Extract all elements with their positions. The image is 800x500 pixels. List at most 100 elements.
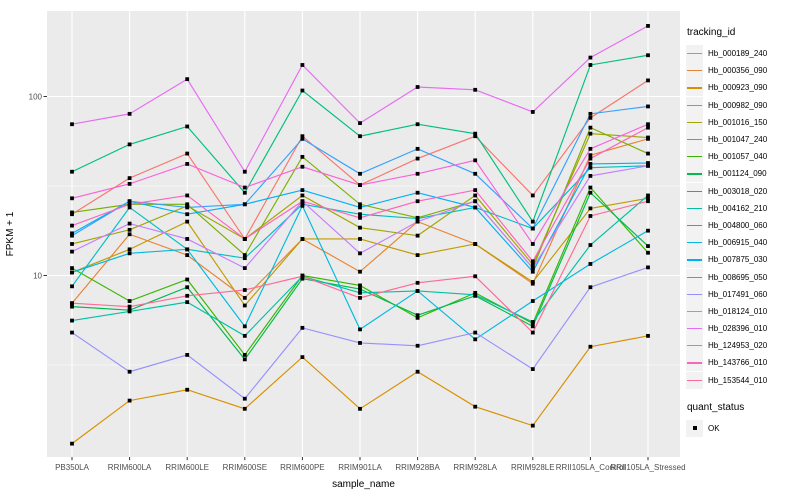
data-point: [358, 205, 362, 210]
data-point: [70, 122, 74, 127]
legend-key-swatch: [686, 216, 703, 234]
data-point: [415, 233, 420, 238]
legend-key-swatch: [686, 62, 703, 80]
data-point: [473, 274, 478, 279]
data-point: [646, 265, 650, 270]
series-color-line-icon: [687, 259, 702, 261]
data-point: [185, 212, 190, 217]
x-tick-label: RRIM600PE: [280, 463, 324, 472]
legend-key-swatch: [686, 285, 703, 303]
legend-item-label: Hb_153544_010: [708, 375, 768, 385]
legend-item-label: Hb_003018_020: [708, 186, 768, 196]
data-point: [473, 330, 478, 335]
data-point: [70, 249, 74, 254]
data-point: [242, 295, 247, 300]
data-point: [588, 190, 593, 195]
data-point: [127, 299, 132, 303]
data-point: [300, 134, 305, 139]
data-point: [127, 247, 132, 252]
data-point: [127, 199, 132, 204]
data-point: [415, 146, 420, 151]
legend-item-Hb_000356_090: Hb_000356_090: [686, 62, 798, 80]
data-point: [646, 193, 650, 198]
data-point: [300, 154, 305, 159]
data-point: [646, 250, 650, 255]
data-point: [300, 237, 305, 241]
data-point: [300, 325, 305, 330]
data-point: [415, 216, 420, 221]
data-point: [530, 299, 535, 303]
data-point: [646, 104, 650, 109]
data-point: [588, 125, 593, 130]
data-point: [70, 330, 74, 335]
tracking-id-legend-entries: Hb_000189_240 Hb_000356_090 Hb_000923_090 H…: [686, 45, 798, 389]
data-point: [127, 232, 132, 237]
data-point: [530, 259, 535, 264]
x-tick-label: RRIM600SE: [223, 463, 267, 472]
data-point: [242, 237, 247, 241]
data-point: [185, 247, 190, 252]
data-point: [358, 171, 362, 176]
data-point: [473, 158, 478, 163]
data-point: [415, 190, 420, 195]
legend-item-Hb_018124_010: Hb_018124_010: [686, 302, 798, 320]
data-point: [415, 315, 420, 320]
x-tick-label: RRII105LA_Stressed: [610, 463, 685, 472]
data-point: [588, 111, 593, 116]
data-point: [300, 164, 305, 169]
data-point: [242, 357, 247, 362]
data-point: [127, 202, 132, 207]
series-color-line-icon: [687, 207, 702, 209]
legend-key-swatch: [686, 354, 703, 372]
legend-item-Hb_028396_010: Hb_028396_010: [686, 320, 798, 338]
data-point: [127, 251, 132, 256]
series-color-line-icon: [687, 53, 702, 55]
data-point: [530, 330, 535, 335]
data-point: [530, 110, 535, 114]
data-point: [242, 324, 247, 329]
data-point: [185, 162, 190, 166]
data-point: [415, 289, 420, 293]
data-point: [70, 270, 74, 275]
data-point: [300, 88, 305, 93]
data-point: [588, 285, 593, 290]
legend-key-swatch: [686, 234, 703, 252]
series-color-line-icon: [687, 104, 702, 106]
series-color-line-icon: [687, 328, 702, 330]
data-point: [127, 304, 132, 309]
data-point: [127, 369, 132, 374]
data-point: [185, 124, 190, 129]
data-point: [588, 206, 593, 211]
data-point: [300, 63, 305, 67]
legend-item-Hb_001016_150: Hb_001016_150: [686, 113, 798, 131]
data-point: [242, 288, 247, 292]
x-tick-label: RRIM928LE: [511, 463, 555, 472]
legend-key-swatch: [686, 371, 703, 389]
data-point: [588, 115, 593, 120]
data-point: [242, 333, 247, 338]
data-point: [185, 293, 190, 298]
data-point: [646, 161, 650, 165]
y-tick-label: 100: [29, 92, 43, 101]
series-color-line-icon: [687, 87, 702, 89]
legend-item-Hb_003018_020: Hb_003018_020: [686, 182, 798, 200]
legend-item-label: Hb_028396_010: [708, 324, 768, 334]
data-point: [588, 153, 593, 158]
legend-item-quant-OK: OK: [686, 419, 798, 437]
data-point: [646, 122, 650, 127]
legend-key-swatch: [686, 165, 703, 183]
data-point: [127, 227, 132, 232]
quant-status-legend-entries: OK: [686, 419, 798, 437]
x-tick-label: RRIM600LA: [108, 463, 152, 472]
data-point: [415, 219, 420, 224]
data-point: [242, 256, 247, 261]
data-point: [473, 193, 478, 198]
data-point: [530, 266, 535, 270]
series-color-line-icon: [687, 362, 702, 364]
data-point: [70, 318, 74, 323]
data-point: [588, 131, 593, 136]
series-color-line-icon: [687, 242, 702, 244]
data-point: [415, 343, 420, 348]
data-point: [415, 253, 420, 258]
data-point: [530, 320, 535, 324]
